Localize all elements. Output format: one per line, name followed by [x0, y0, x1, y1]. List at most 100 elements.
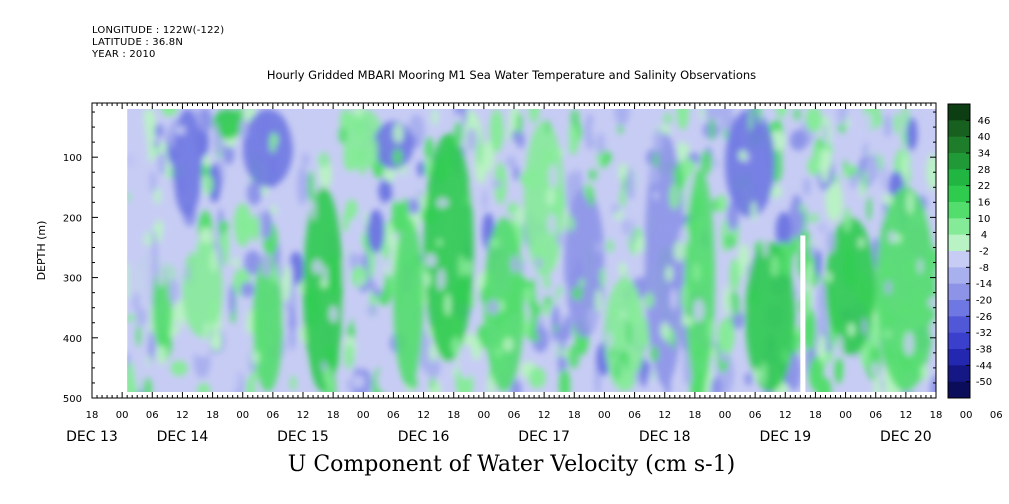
- detail-blob: [877, 206, 885, 224]
- noise-blob: [614, 109, 630, 126]
- detail-blob: [163, 222, 176, 235]
- detail-blob: [417, 190, 424, 200]
- detail-blob: [652, 128, 664, 153]
- detail-blob: [251, 350, 260, 364]
- noise-blob: [378, 181, 395, 202]
- detail-blob: [437, 268, 445, 291]
- detail-blob: [757, 109, 763, 125]
- detail-blob: [353, 109, 364, 118]
- noise-blob: [458, 343, 475, 379]
- detail-blob: [515, 206, 524, 226]
- colorbar-swatch: [948, 218, 970, 236]
- detail-blob: [837, 109, 848, 126]
- colorbar: 46 40 34 28 22 16 10 4 -2 -8 -14 -20 -26 -32 -38 -44 -50: [947, 103, 992, 399]
- detail-blob: [599, 185, 610, 209]
- detail-blob: [567, 344, 580, 369]
- detail-blob: [213, 132, 223, 155]
- noise-blob: [558, 368, 571, 392]
- detail-blob: [436, 238, 443, 247]
- colorbar-swatch: [948, 234, 970, 252]
- colorbar-swatch: [948, 136, 970, 154]
- detail-blob: [535, 256, 543, 269]
- noise-blob: [157, 150, 167, 176]
- hour-tick-label: 12: [658, 410, 671, 421]
- detail-blob: [492, 179, 502, 189]
- noise-blob: [727, 201, 739, 232]
- detail-blob: [530, 333, 540, 343]
- detail-blob: [204, 174, 214, 194]
- detail-blob: [885, 280, 892, 295]
- detail-blob: [426, 156, 433, 171]
- detail-blob: [526, 306, 531, 323]
- detail-blob: [343, 343, 355, 370]
- detail-blob: [430, 376, 435, 391]
- detail-blob: [750, 200, 757, 222]
- detail-blob: [458, 253, 464, 278]
- hour-tick-label: 12: [538, 410, 551, 421]
- detail-blob: [888, 230, 896, 244]
- detail-blob: [542, 301, 551, 317]
- depth-tick-label: 400: [63, 334, 82, 345]
- detail-blob: [135, 325, 142, 347]
- noise-blob: [345, 199, 358, 220]
- detail-blob: [724, 234, 736, 250]
- noise-blob: [244, 250, 262, 275]
- noise-blob: [154, 123, 165, 138]
- noise-blob: [632, 109, 641, 141]
- depth-tick-label: 200: [63, 213, 82, 224]
- detail-blob: [429, 343, 437, 363]
- detail-blob: [825, 272, 832, 284]
- detail-blob: [392, 122, 404, 144]
- hour-tick-label: 12: [176, 410, 189, 421]
- detail-blob: [613, 210, 625, 221]
- chart-title: Hourly Gridded MBARI Mooring M1 Sea Wate…: [266, 68, 757, 82]
- detail-blob: [357, 128, 368, 145]
- detail-blob: [713, 159, 719, 169]
- detail-blob: [849, 172, 859, 190]
- detail-blob: [312, 259, 323, 275]
- detail-blob: [471, 337, 482, 360]
- hour-tick-label: 00: [116, 410, 129, 421]
- detail-blob: [843, 207, 852, 233]
- noise-blob: [197, 109, 213, 133]
- detail-blob: [861, 169, 868, 193]
- hour-tick-label: 18: [206, 410, 219, 421]
- noise-blob: [305, 147, 321, 170]
- noise-blob: [233, 203, 252, 247]
- hour-tick-label: 06: [266, 410, 279, 421]
- detail-blob: [505, 156, 517, 169]
- detail-blob: [864, 111, 873, 133]
- hour-tick-label: 00: [357, 410, 370, 421]
- detail-blob: [882, 193, 894, 205]
- detail-blob: [858, 237, 865, 249]
- noise-blob: [210, 329, 223, 352]
- hour-tick-label: 06: [508, 410, 521, 421]
- detail-blob: [487, 375, 495, 392]
- detail-blob: [127, 314, 137, 323]
- noise-blob: [240, 281, 255, 298]
- velocity-band: [242, 109, 293, 188]
- detail-blob: [367, 304, 378, 317]
- noise-blob: [512, 165, 520, 181]
- noise-blob: [246, 181, 262, 206]
- detail-blob: [823, 123, 828, 145]
- noise-blob: [197, 383, 211, 392]
- detail-blob: [842, 159, 848, 170]
- noise-blob: [632, 141, 646, 159]
- detail-blob: [175, 319, 182, 329]
- noise-blob: [566, 170, 575, 211]
- detail-blob: [619, 188, 627, 208]
- detail-blob: [920, 364, 929, 381]
- noise-blob: [711, 198, 718, 212]
- noise-blob: [906, 117, 918, 152]
- detail-blob: [186, 242, 198, 255]
- noise-blob: [342, 211, 349, 233]
- detail-blob: [825, 229, 836, 254]
- year-label: YEAR : 2010: [92, 49, 156, 60]
- depth-tick-label: 500: [63, 394, 82, 405]
- detail-blob: [135, 307, 148, 327]
- detail-blob: [665, 265, 673, 282]
- detail-blob: [626, 321, 632, 347]
- detail-blob: [881, 164, 887, 191]
